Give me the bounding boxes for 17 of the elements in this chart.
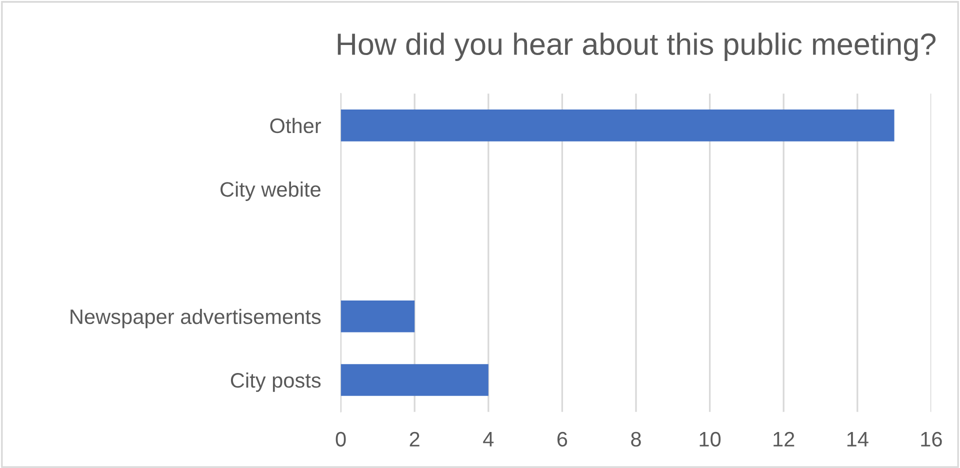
y-tick-label: Newspaper advertisements [70,308,321,328]
x-tick-label: 8 [631,432,641,447]
y-tick-label: Other [270,118,322,134]
chart-title: How did you hear about this public meeting? [338,32,936,62]
x-tick-label: 4 [483,432,494,446]
y-tick-label: City posts [230,372,321,392]
x-tick-label: 14 [847,432,868,446]
bar [340,300,415,332]
x-tick-label: 2 [410,432,420,446]
x-tick-label: 10 [700,432,721,447]
x-tick-label: 6 [557,432,568,447]
x-tick-label: 0 [336,432,346,447]
x-tick-label: 16 [921,432,942,447]
x-tick-label: 12 [774,432,794,446]
bar [340,364,488,396]
bar [340,110,894,142]
y-tick-label: City webite [220,182,320,201]
